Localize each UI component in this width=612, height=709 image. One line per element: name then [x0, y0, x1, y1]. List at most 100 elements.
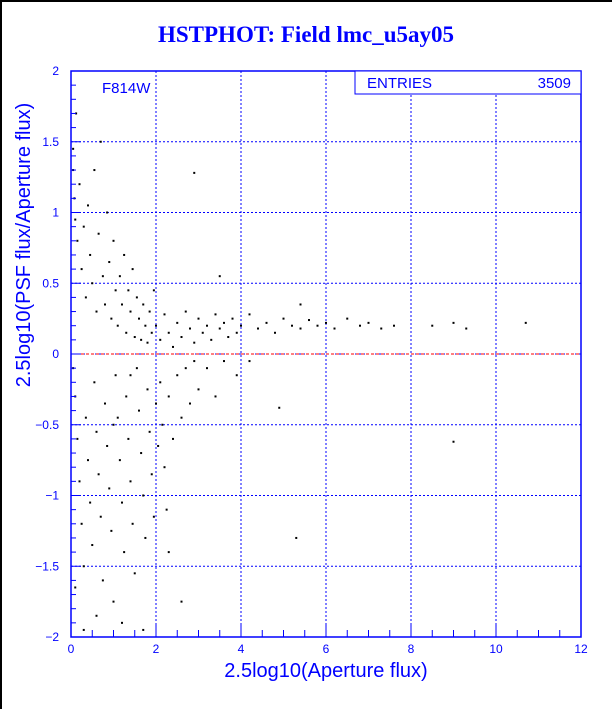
data-point — [291, 324, 293, 327]
data-point — [82, 628, 85, 631]
data-point — [218, 275, 221, 278]
stats-label: ENTRIES — [367, 75, 432, 92]
data-point — [75, 112, 78, 115]
data-point — [214, 313, 217, 316]
data-point — [214, 395, 217, 398]
data-point — [125, 331, 128, 334]
data-point — [84, 416, 87, 419]
x-tick-label: 6 — [323, 642, 330, 656]
x-axis-label: 2.5log10(Aperture flux) — [224, 660, 427, 682]
y-tick-label: −0.5 — [35, 418, 59, 432]
data-point — [138, 409, 140, 412]
data-point — [123, 253, 126, 256]
data-point — [129, 374, 132, 377]
data-point — [333, 327, 336, 330]
data-point — [210, 338, 213, 341]
data-point — [138, 317, 140, 320]
data-point — [148, 430, 151, 433]
data-point — [248, 313, 251, 316]
data-point — [121, 303, 123, 306]
data-point — [176, 374, 179, 377]
data-point — [325, 321, 327, 324]
data-point — [95, 310, 98, 313]
data-point — [127, 289, 130, 292]
data-point — [118, 459, 121, 462]
y-tick-label: 1.5 — [42, 135, 59, 149]
data-point — [227, 336, 230, 339]
data-point — [101, 275, 104, 278]
data-point — [140, 338, 143, 341]
data-point — [248, 360, 251, 363]
data-point — [218, 327, 221, 330]
data-point — [110, 317, 113, 320]
data-point — [116, 324, 119, 327]
data-point — [140, 452, 143, 455]
data-point — [82, 565, 85, 568]
data-point — [133, 336, 136, 339]
data-point — [223, 360, 225, 363]
data-point — [161, 423, 164, 426]
data-point — [189, 402, 191, 405]
data-point — [308, 319, 310, 322]
axis-ticks: 0 2 4 6 8 10 12 2 1.5 1 0.5 0 −0.5 −1 −1.5 −2 — [35, 64, 588, 656]
data-point — [172, 437, 174, 440]
y-tick-label: −1.5 — [35, 559, 59, 573]
data-point — [172, 345, 174, 348]
data-point — [99, 140, 102, 143]
data-point — [465, 327, 468, 330]
data-point — [135, 367, 138, 370]
data-point — [104, 402, 106, 405]
data-point — [167, 395, 170, 398]
data-point — [82, 225, 85, 228]
data-point — [359, 324, 361, 327]
data-point — [206, 324, 208, 327]
data-point — [112, 239, 115, 242]
data-point — [155, 402, 157, 405]
data-point — [150, 473, 153, 476]
data-point — [142, 494, 145, 497]
data-point — [163, 466, 166, 469]
data-point — [231, 317, 234, 320]
data-point — [78, 183, 81, 186]
data-point — [76, 437, 79, 440]
data-point — [346, 317, 349, 320]
data-point — [104, 303, 106, 306]
data-point — [144, 324, 147, 327]
y-tick-label: 2 — [52, 64, 59, 78]
data-point — [299, 327, 302, 330]
data-point — [240, 324, 242, 327]
data-point — [129, 480, 132, 483]
data-point — [121, 501, 123, 504]
y-axis-label: 2.5log10(PSF flux/Aperture flux) — [13, 103, 35, 388]
data-point — [129, 310, 132, 313]
data-point — [89, 501, 92, 504]
data-point — [152, 515, 155, 518]
data-point — [106, 444, 109, 447]
y-tick-label: −2 — [45, 630, 59, 644]
data-point — [367, 321, 370, 324]
filter-annotation: F814W — [102, 80, 151, 97]
data-point — [110, 529, 113, 532]
data-point — [112, 600, 115, 603]
x-tick-label: 2 — [153, 642, 160, 656]
data-point — [189, 327, 191, 330]
data-point — [91, 282, 94, 285]
data-point — [74, 586, 77, 589]
data-point — [452, 321, 455, 324]
data-point — [155, 324, 157, 327]
data-point — [108, 261, 111, 264]
data-point — [159, 381, 162, 384]
data-point — [157, 444, 160, 447]
data-point — [184, 310, 187, 313]
data-point — [114, 374, 117, 377]
data-point — [163, 313, 166, 316]
data-point — [257, 327, 259, 330]
data-point — [106, 211, 109, 214]
data-point — [165, 508, 168, 511]
data-point — [235, 331, 238, 334]
data-point — [80, 268, 83, 271]
data-point — [295, 536, 298, 539]
data-point — [87, 459, 89, 462]
y-tick-label: 0.5 — [42, 276, 59, 290]
